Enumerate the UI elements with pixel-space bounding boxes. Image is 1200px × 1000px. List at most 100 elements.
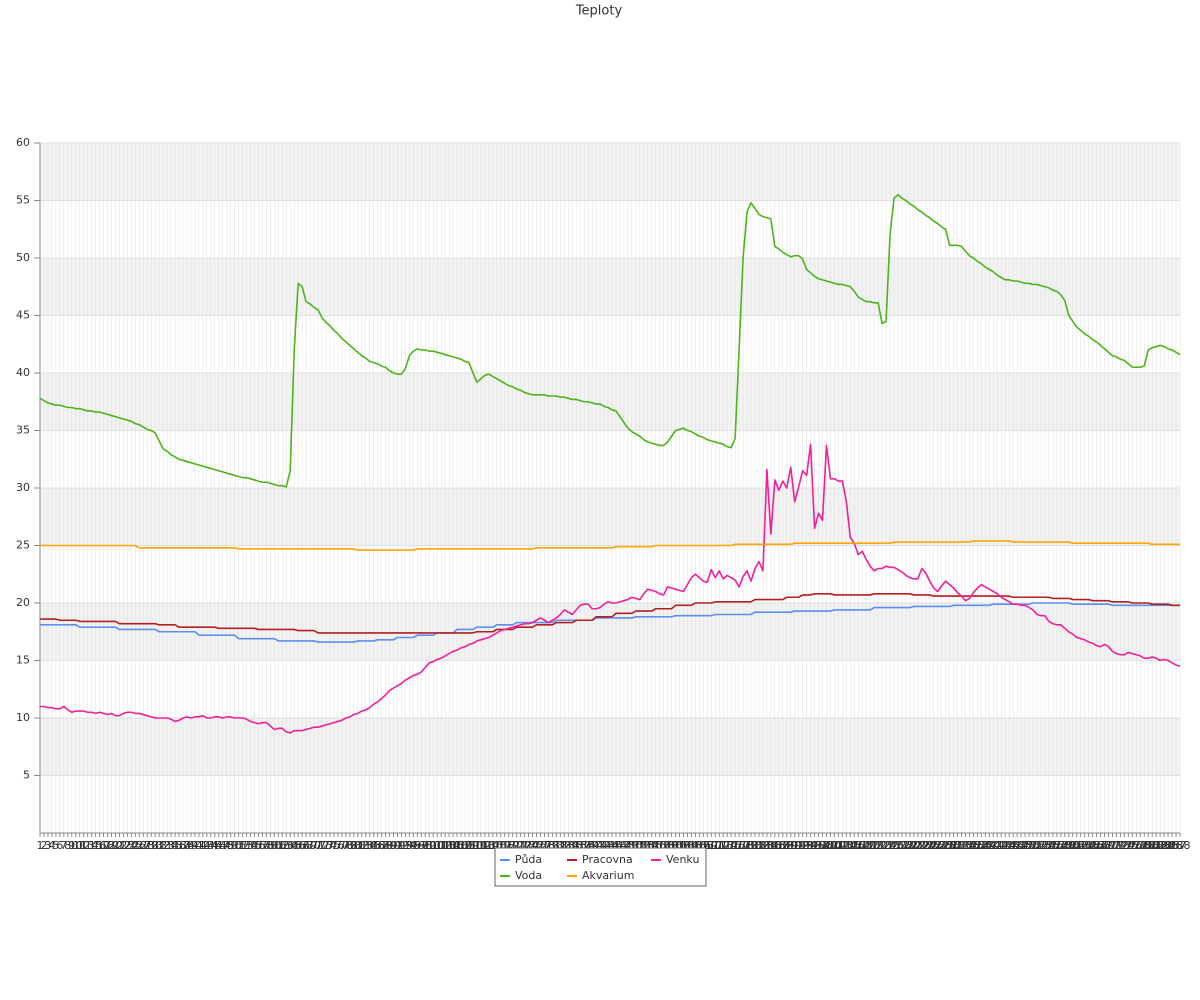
x-tick-label: 236 — [963, 839, 984, 852]
x-tick-label: 91 — [390, 839, 404, 852]
y-tick-label: 25 — [16, 539, 30, 552]
x-tick-label: 197 — [808, 839, 829, 852]
y-tick-label: 35 — [16, 424, 30, 437]
x-tick-label: 48 — [220, 839, 234, 852]
x-tick-label: 44 — [204, 839, 218, 852]
x-tick-label: 216 — [884, 839, 905, 852]
x-tick-label: 180 — [741, 839, 762, 852]
x-tick-label: 172 — [709, 839, 730, 852]
x-tick-label: 4 — [48, 839, 55, 852]
x-tick-label: 178 — [733, 839, 754, 852]
x-tick-label: 207 — [848, 839, 869, 852]
x-tick-label: 260 — [1058, 839, 1079, 852]
x-tick-label: 280 — [1138, 839, 1159, 852]
x-tick-label: 247 — [1007, 839, 1028, 852]
x-tick-label: 262 — [1066, 839, 1087, 852]
x-tick-label: 284 — [1154, 839, 1175, 852]
x-tick-label: 285 — [1158, 839, 1179, 852]
x-tick-label: 45 — [208, 839, 222, 852]
x-tick-label: 18 — [101, 839, 115, 852]
x-tick-label: 89 — [383, 839, 397, 852]
grid-band — [40, 718, 1180, 776]
x-tick-label: 15 — [89, 839, 103, 852]
x-tick-label: 244 — [995, 839, 1016, 852]
x-tick-label: 264 — [1074, 839, 1095, 852]
x-tick-label: 246 — [1003, 839, 1024, 852]
x-tick-label: 13 — [81, 839, 95, 852]
x-tick-label: 266 — [1082, 839, 1103, 852]
y-tick-label: 20 — [16, 596, 30, 609]
x-tick-label: 107 — [451, 839, 472, 852]
x-tick-label: 248 — [1011, 839, 1032, 852]
x-tick-label: 193 — [792, 839, 813, 852]
y-tick-label: 45 — [16, 309, 30, 322]
grid-band — [40, 603, 1180, 661]
x-tick-label: 205 — [840, 839, 861, 852]
x-tick-label: 47 — [216, 839, 230, 852]
x-tick-label: 27 — [136, 839, 150, 852]
x-tick-label: 275 — [1118, 839, 1139, 852]
x-tick-label: 243 — [991, 839, 1012, 852]
x-tick-label: 8 — [64, 839, 71, 852]
x-tick-label: 72 — [315, 839, 329, 852]
y-tick-label: 50 — [16, 251, 30, 264]
x-tick-label: 2 — [40, 839, 47, 852]
x-tick-label: 30 — [148, 839, 162, 852]
x-tick-label: 40 — [188, 839, 202, 852]
x-tick-label: 61 — [271, 839, 285, 852]
x-tick-label: 230 — [939, 839, 960, 852]
x-tick-label: 69 — [303, 839, 317, 852]
x-tick-label: 29 — [144, 839, 158, 852]
x-tick-label: 217 — [887, 839, 908, 852]
x-tick-label: 206 — [844, 839, 865, 852]
x-tick-label: 171 — [705, 839, 726, 852]
x-tick-label: 177 — [729, 839, 750, 852]
x-tick-label: 98 — [418, 839, 432, 852]
x-tick-label: 21 — [112, 839, 126, 852]
x-tick-label: 179 — [737, 839, 758, 852]
x-tick-label: 114 — [478, 839, 499, 852]
x-tick-label: 3 — [44, 839, 51, 852]
x-tick-label: 66 — [291, 839, 305, 852]
x-tick-label: 7 — [60, 839, 67, 852]
x-tick-label: 282 — [1146, 839, 1167, 852]
x-tick-label: 256 — [1042, 839, 1063, 852]
x-tick-label: 9 — [68, 839, 75, 852]
x-tick-label: 62 — [275, 839, 289, 852]
x-tick-label: 1 — [37, 839, 44, 852]
x-tick-label: 11 — [73, 839, 87, 852]
x-tick-label: 271 — [1102, 839, 1123, 852]
x-tick-label: 288 — [1170, 839, 1191, 852]
x-tick-label: 19 — [104, 839, 118, 852]
x-tick-label: 272 — [1106, 839, 1127, 852]
x-tick-label: 111 — [466, 839, 487, 852]
x-tick-label: 26 — [132, 839, 146, 852]
x-tick-label: 50 — [228, 839, 242, 852]
x-tick-label: 71 — [311, 839, 325, 852]
y-tick-label: 10 — [16, 711, 30, 724]
x-tick-label: 196 — [804, 839, 825, 852]
x-tick-label: 102 — [431, 839, 452, 852]
x-tick-label: 78 — [339, 839, 353, 852]
x-tick-label: 226 — [923, 839, 944, 852]
x-tick-label: 208 — [852, 839, 873, 852]
x-tick-label: 198 — [812, 839, 833, 852]
x-tick-label: 237 — [967, 839, 988, 852]
x-tick-label: 199 — [816, 839, 837, 852]
x-tick-label: 106 — [447, 839, 468, 852]
x-tick-label: 112 — [470, 839, 491, 852]
x-tick-label: 41 — [192, 839, 206, 852]
x-tick-label: 58 — [259, 839, 273, 852]
x-tick-label: 235 — [959, 839, 980, 852]
legend-label: Venku — [666, 853, 699, 866]
x-tick-label: 204 — [836, 839, 857, 852]
x-tick-label: 10 — [69, 839, 83, 852]
x-tick-label: 68 — [299, 839, 313, 852]
x-tick-label: 175 — [721, 839, 742, 852]
x-tick-label: 279 — [1134, 839, 1155, 852]
x-tick-label: 215 — [880, 839, 901, 852]
x-tick-label: 263 — [1070, 839, 1091, 852]
x-tick-label: 250 — [1019, 839, 1040, 852]
x-tick-label: 84 — [363, 839, 377, 852]
x-tick-label: 176 — [725, 839, 746, 852]
